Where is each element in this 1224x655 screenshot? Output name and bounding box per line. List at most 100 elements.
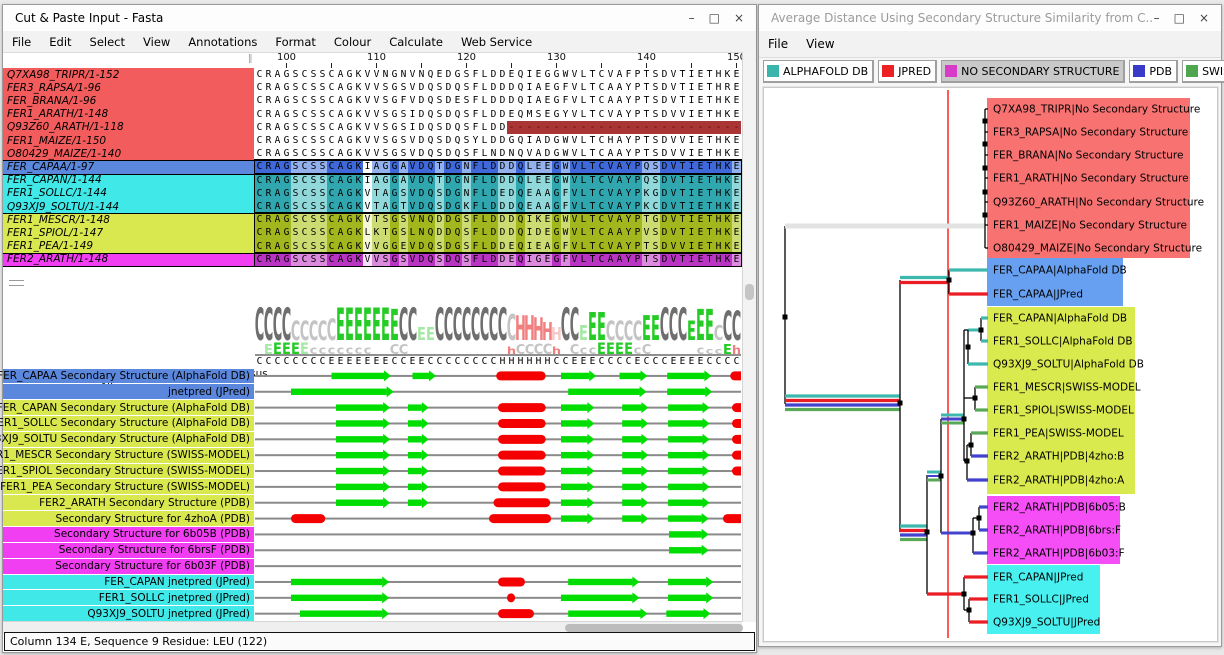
minimize-icon[interactable]: –: [1153, 11, 1160, 25]
horizontal-scrollbar[interactable]: [3, 621, 743, 634]
tree-leaf-label[interactable]: FER1_SOLLC|AlphaFold DB: [993, 336, 1133, 348]
tree-leaf-label[interactable]: FER_CAPAN|JPred: [993, 572, 1083, 584]
tree-leaf-label[interactable]: FER1_SPIOL|SWISS-MODEL: [993, 405, 1134, 417]
tree-leaf-label[interactable]: FER3_RAPSA|No Secondary Structure: [993, 127, 1188, 139]
annotation-label[interactable]: Q93XJ9_SOLTU Secondary Structure (AlphaF…: [0, 431, 254, 447]
tree-leaf-label[interactable]: FER_BRANA|No Secondary Structure: [993, 150, 1183, 162]
annotation-label[interactable]: Q93XJ9_SOLTU jnetpred (JPred): [3, 606, 254, 622]
sequence-id-FER1_ARATH[interactable]: FER1_ARATH/1-148: [3, 107, 254, 121]
horizontal-scrollbar-thumb[interactable]: [565, 624, 743, 632]
tree-leaf-label[interactable]: FER_CAPAN|AlphaFold DB: [993, 313, 1127, 325]
annotation-label[interactable]: FER1_MESCR Secondary Structure (SWISS-MO…: [0, 447, 254, 463]
hidden-columns-marker[interactable]: ‖: [248, 54, 253, 64]
tree-leaf-label[interactable]: FER_CAPAA|JPred: [993, 289, 1083, 301]
sequence-id-Q93Z60_ARATH[interactable]: Q93Z60_ARATH/1-118: [3, 120, 254, 134]
menu-file[interactable]: File: [768, 37, 789, 51]
legend-chip-alphafold-db[interactable]: ALPHAFOLD DB: [763, 60, 875, 83]
legend-chip-no-secondary-structure[interactable]: NO SECONDARY STRUCTURE: [941, 60, 1126, 83]
tree-titlebar[interactable]: Average Distance Using Secondary Structu…: [759, 5, 1221, 32]
tree-leaf-label[interactable]: FER1_ARATH|No Secondary Structure: [993, 173, 1189, 185]
sequence-id-Q7XA98_TRIPR[interactable]: Q7XA98_TRIPR/1-152: [3, 68, 254, 82]
tree-leaf-label[interactable]: Q7XA98_TRIPR|No Secondary Structure: [993, 104, 1200, 116]
tree-leaf-label[interactable]: FER2_ARATH|PDB|4zho:B: [993, 451, 1124, 463]
sequence-id-FER1_MESCR[interactable]: FER1_MESCR/1-148: [3, 213, 254, 227]
split-handle[interactable]: [9, 280, 24, 281]
sequence-id-Q93XJ9_SOLTU[interactable]: Q93XJ9_SOLTU/1-144: [3, 200, 254, 214]
close-icon[interactable]: ×: [1198, 11, 1209, 25]
annotation-label[interactable]: FER1_SOLLC jnetpred (JPred): [3, 590, 254, 606]
annotation-label[interactable]: Secondary Structure for 6b03F (PDB): [3, 558, 254, 574]
tree-leaf-label[interactable]: FER1_PEA|SWISS-MODEL: [993, 428, 1124, 440]
tree-leaf-label[interactable]: Q93XJ9_SOLTU|AlphaFold DB: [993, 359, 1144, 371]
sequence-id-FER_CAPAA[interactable]: FER_CAPAA/1-97: [3, 160, 254, 174]
menu-calculate[interactable]: Calculate: [389, 34, 443, 49]
menu-format[interactable]: Format: [275, 34, 316, 49]
tree-leaf-label[interactable]: FER2_ARATH|PDB|6b05:B: [993, 502, 1126, 514]
tree-leaf-label[interactable]: Q93XJ9_SOLTU|JPred: [993, 617, 1100, 629]
alignment-titlebar[interactable]: Cut & Paste Input - Fasta – □ ×: [3, 5, 756, 32]
tree-leaf-label[interactable]: FER2_ARATH|PDB|4zho:A: [993, 475, 1125, 487]
vertical-scrollbar[interactable]: [742, 52, 756, 622]
legend-chip-jpred[interactable]: JPRED: [878, 60, 938, 83]
tree-leaf-label[interactable]: Q93Z60_ARATH|No Secondary Structure: [993, 197, 1204, 209]
sequence-id-O80429_MAIZE[interactable]: O80429_MAIZE/1-140: [3, 147, 254, 161]
sequence-id-FER_BRANA[interactable]: FER_BRANA/1-96: [3, 94, 254, 108]
minimize-icon[interactable]: –: [688, 11, 695, 25]
sequence-id-FER2_ARATH[interactable]: FER2_ARATH/1-148: [3, 252, 254, 266]
menu-web-service[interactable]: Web Service: [460, 34, 533, 49]
tree-leaf-label[interactable]: FER2_ARATH|PDB|6brs:F: [993, 525, 1121, 537]
annotation-label[interactable]: FER_CAPAA Secondary Structure (AlphaFold…: [0, 368, 254, 384]
close-icon[interactable]: ×: [733, 11, 744, 25]
maximize-icon[interactable]: □: [1173, 11, 1185, 25]
annotation-label[interactable]: FER_CAPAN jnetpred (JPred): [3, 574, 254, 590]
menu-file[interactable]: File: [12, 34, 32, 49]
menu-view[interactable]: View: [806, 37, 835, 51]
tree-leaf-label[interactable]: FER1_SOLLC|JPred: [993, 594, 1089, 606]
sequence-id-FER1_MAIZE[interactable]: FER1_MAIZE/1-150: [3, 134, 254, 148]
tree-leaf-label[interactable]: FER1_MAIZE|No Secondary Structure: [993, 220, 1187, 232]
sequence-id-FER1_SPIOL[interactable]: FER1_SPIOL/1-147: [3, 226, 254, 240]
annotation-label[interactable]: FER_CAPAN Secondary Structure (AlphaFold…: [0, 400, 254, 416]
tree-panel[interactable]: Q7XA98_TRIPR|No Secondary Structure FER3_…: [762, 86, 1219, 643]
annotation-label[interactable]: FER2_ARATH Secondary Structure (PDB): [3, 495, 254, 511]
tree-leaf-label[interactable]: FER1_MESCR|SWISS-MODEL: [993, 382, 1141, 394]
annotation-label[interactable]: FER1_SPIOL Secondary Structure (SWISS-MO…: [0, 463, 254, 479]
tree-leaf-label[interactable]: FER_CAPAA|AlphaFold DB: [993, 265, 1127, 277]
annotation-label[interactable]: Secondary Structure for 4zhoA (PDB): [3, 511, 254, 526]
sequence-id-FER1_PEA[interactable]: FER1_PEA/1-149: [3, 239, 254, 253]
annotation-label[interactable]: FER1_SOLLC Secondary Structure (AlphaFol…: [0, 416, 254, 431]
sequence-id-FER3_RAPSA[interactable]: FER3_RAPSA/1-96: [3, 81, 254, 95]
annotation-label[interactable]: FER1_PEA Secondary Structure (SWISS-MODE…: [0, 479, 254, 495]
annotation-label[interactable]: jnetpred (JPred): [3, 384, 254, 400]
annotation-label[interactable]: Secondary Structure for 6b05B (PDB): [3, 527, 254, 542]
sequence-id-FER_CAPAN[interactable]: FER_CAPAN/1-144: [3, 173, 254, 187]
split-handle[interactable]: [9, 285, 24, 286]
menu-colour[interactable]: Colour: [333, 34, 372, 49]
tree-leaf-label[interactable]: O80429_MAIZE|No Secondary Structure: [993, 243, 1202, 255]
menu-edit[interactable]: Edit: [49, 34, 72, 49]
tree-leaf-label[interactable]: FER2_ARATH|PDB|6b03:F: [993, 548, 1125, 560]
vertical-scrollbar-thumb[interactable]: [745, 284, 754, 300]
legend-chip-pdb[interactable]: PDB: [1129, 60, 1179, 83]
menu-view[interactable]: View: [143, 34, 171, 49]
maximize-icon[interactable]: □: [708, 11, 720, 25]
legend-chip-swiss-model[interactable]: SWISS-MODEL: [1182, 60, 1224, 83]
menu-annotations[interactable]: Annotations: [188, 34, 258, 49]
annotation-label[interactable]: Secondary Structure for 6brsF (PDB): [3, 542, 254, 558]
menu-select[interactable]: Select: [89, 34, 126, 49]
